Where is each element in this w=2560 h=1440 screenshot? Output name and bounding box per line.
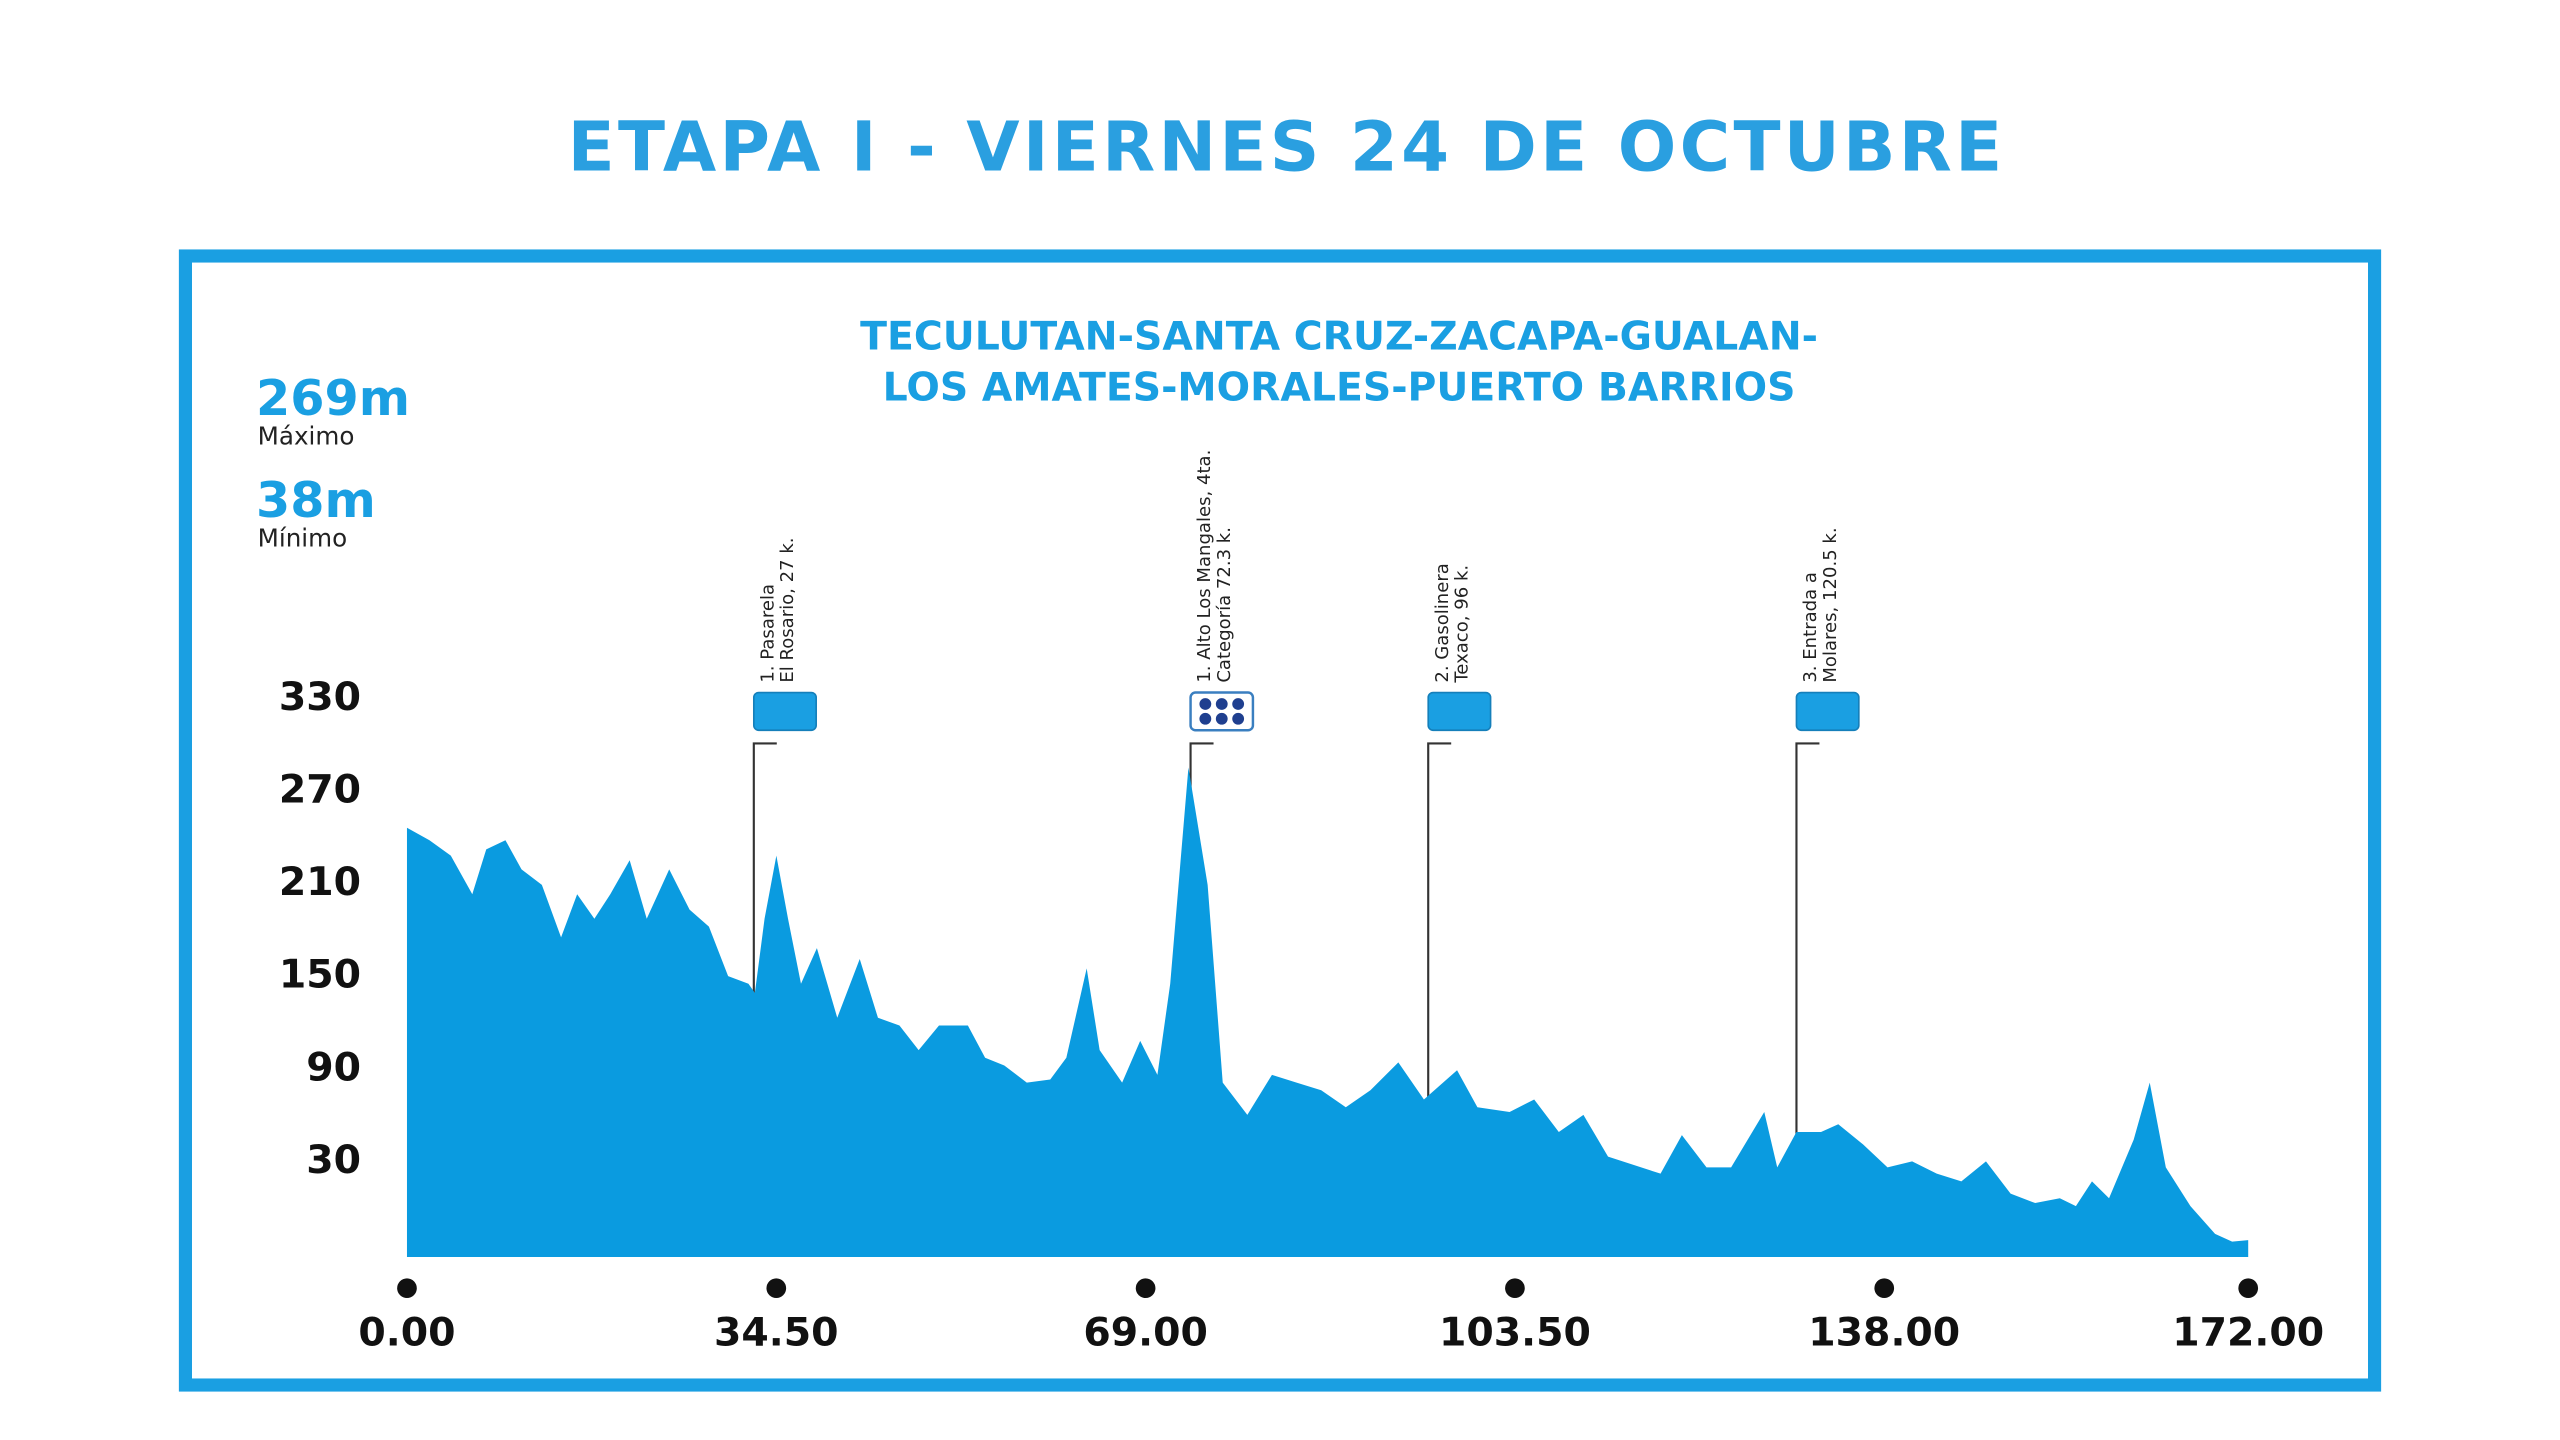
x-tick-dot <box>397 1278 417 1299</box>
marker-label: Categoría 72.3 k. <box>1214 527 1235 683</box>
marker-label: 1. Pasarela <box>758 584 779 683</box>
x-tick-dot <box>2238 1278 2259 1299</box>
chart-title: ETAPA I - VIERNES 24 DE OCTUBRE <box>568 108 2006 188</box>
subtitle: LOS AMATES-MORALES-PUERTO BARRIOS <box>883 364 1796 410</box>
marker-label: Molares, 120.5 k. <box>1820 527 1841 682</box>
x-tick-label: 138.00 <box>1808 1310 1960 1356</box>
marker-icon-dot <box>1199 698 1212 710</box>
marker-label: El Rosario, 27 k. <box>777 537 798 682</box>
marker-pole <box>1795 742 1820 1258</box>
x-tick-dot <box>1874 1278 1895 1299</box>
x-tick-label: 69.00 <box>1083 1310 1208 1356</box>
y-tick-label: 330 <box>279 674 361 720</box>
marker-pole <box>1427 742 1452 1258</box>
marker-flag <box>1427 691 1492 732</box>
marker-icon-dot <box>1232 712 1245 725</box>
x-tick-label: 0.00 <box>358 1310 455 1356</box>
x-tick-dot <box>1135 1278 1156 1299</box>
x-tick-dot <box>766 1278 787 1299</box>
y-tick-label: 90 <box>306 1044 361 1090</box>
y-tick-label: 30 <box>306 1137 361 1183</box>
frame <box>178 249 2382 1392</box>
marker-label: Texaco, 96 k. <box>1452 565 1473 684</box>
marker-flag <box>1795 691 1860 732</box>
marker-icon-dot <box>1215 698 1228 710</box>
elevation-area <box>406 767 2249 1258</box>
y-tick-label: 270 <box>279 766 361 812</box>
marker-icon-dot <box>1199 712 1212 725</box>
y-tick-label: 210 <box>279 859 361 905</box>
marker-icon-dot <box>1232 698 1245 710</box>
x-tick-label: 172.00 <box>2172 1310 2324 1356</box>
marker-label: 1. Alto Los Mangales, 4ta. <box>1194 450 1215 683</box>
marker-label: 2. Gasolinera <box>1432 563 1453 683</box>
marker-flag <box>752 691 817 732</box>
marker-label: 3. Entrada a <box>1800 572 1821 683</box>
subtitle: TECULUTAN-SANTA CRUZ-ZACAPA-GUALAN- <box>860 314 1818 360</box>
x-tick-label: 34.50 <box>714 1310 839 1356</box>
marker-icon-dot <box>1215 712 1228 725</box>
x-tick-dot <box>1505 1278 1525 1299</box>
stat-label: Máximo <box>258 422 355 451</box>
stat-value: 269m <box>256 369 410 427</box>
x-tick-label: 103.50 <box>1439 1310 1591 1356</box>
y-tick-label: 150 <box>279 952 361 998</box>
stat-value: 38m <box>256 471 376 529</box>
stat-label: Mínimo <box>258 523 348 552</box>
